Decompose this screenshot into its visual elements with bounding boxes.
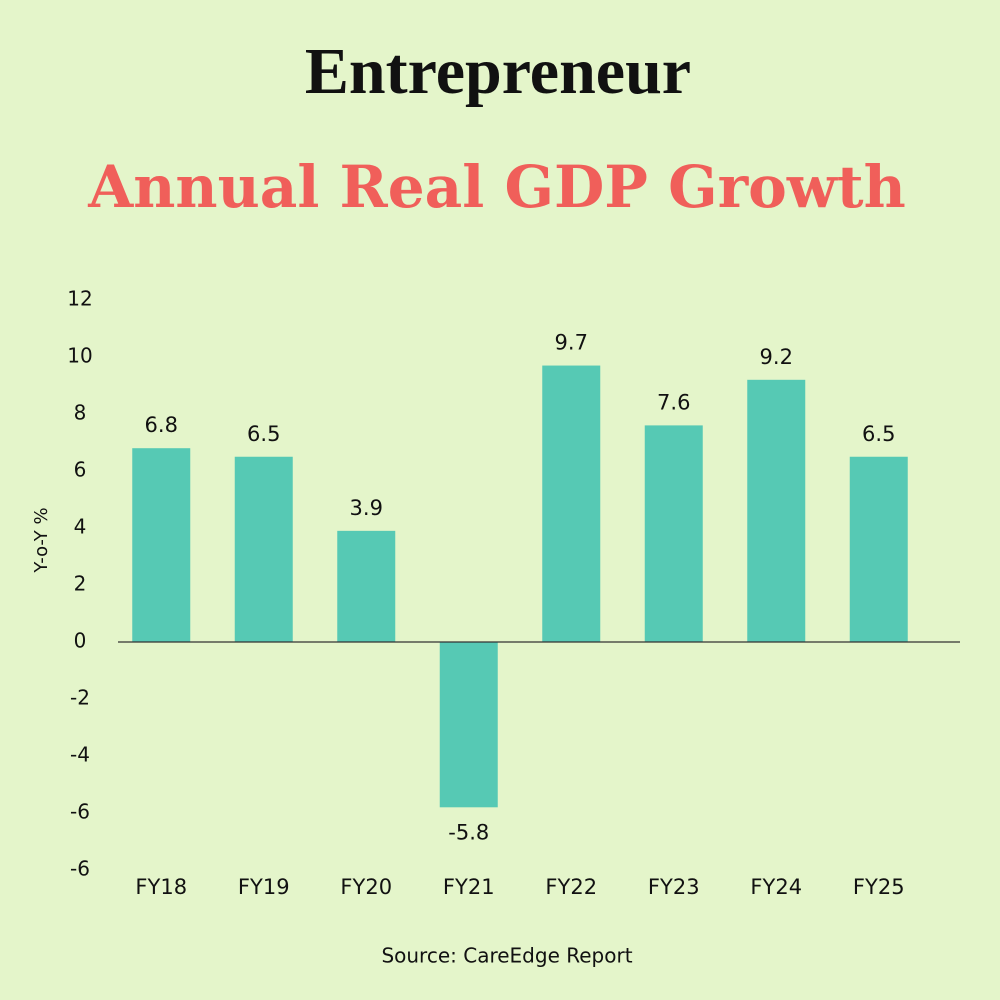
- y-tick-label: 8: [74, 401, 87, 425]
- y-tick-label: -2: [70, 686, 90, 710]
- data-label: 7.6: [657, 390, 690, 414]
- bar: [337, 530, 396, 642]
- x-tick-label: FY21: [443, 875, 495, 899]
- x-tick-label: FY19: [238, 875, 290, 899]
- y-tick-label: 6: [74, 458, 87, 482]
- bar: [849, 456, 908, 642]
- x-tick-label: FY25: [853, 875, 905, 899]
- bar: [132, 448, 191, 642]
- data-label: 9.2: [760, 345, 793, 369]
- x-tick-label: FY20: [340, 875, 392, 899]
- x-tick-label: FY18: [135, 875, 187, 899]
- y-tick-label: 4: [74, 515, 87, 539]
- bar: [747, 379, 806, 642]
- chart-title: Annual Real GDP Growth: [87, 153, 906, 221]
- bar: [542, 365, 601, 642]
- bar: [644, 425, 703, 642]
- data-label: 6.5: [862, 422, 895, 446]
- bar: [439, 642, 498, 808]
- data-label: 6.5: [247, 422, 280, 446]
- y-tick-label: -6: [70, 800, 90, 824]
- data-label: -5.8: [448, 820, 489, 844]
- bar: [234, 456, 293, 642]
- y-axis-title: Y-o-Y %: [31, 507, 52, 573]
- y-tick-label: 10: [67, 344, 92, 368]
- y-tick-label: 0: [74, 629, 87, 653]
- brand: Entrepreneur: [305, 35, 691, 108]
- x-tick-label: FY22: [545, 875, 597, 899]
- y-tick-label: 2: [74, 572, 87, 596]
- x-tick-label: FY23: [648, 875, 700, 899]
- source: Source: CareEdge Report: [381, 944, 632, 968]
- data-label: 6.8: [145, 413, 178, 437]
- data-label: 9.7: [555, 331, 588, 355]
- y-tick-label: -4: [70, 743, 90, 767]
- x-tick-label: FY24: [750, 875, 802, 899]
- y-tick-label: 12: [67, 287, 92, 311]
- data-label: 3.9: [350, 496, 383, 520]
- y-tick-label: -6: [70, 857, 90, 881]
